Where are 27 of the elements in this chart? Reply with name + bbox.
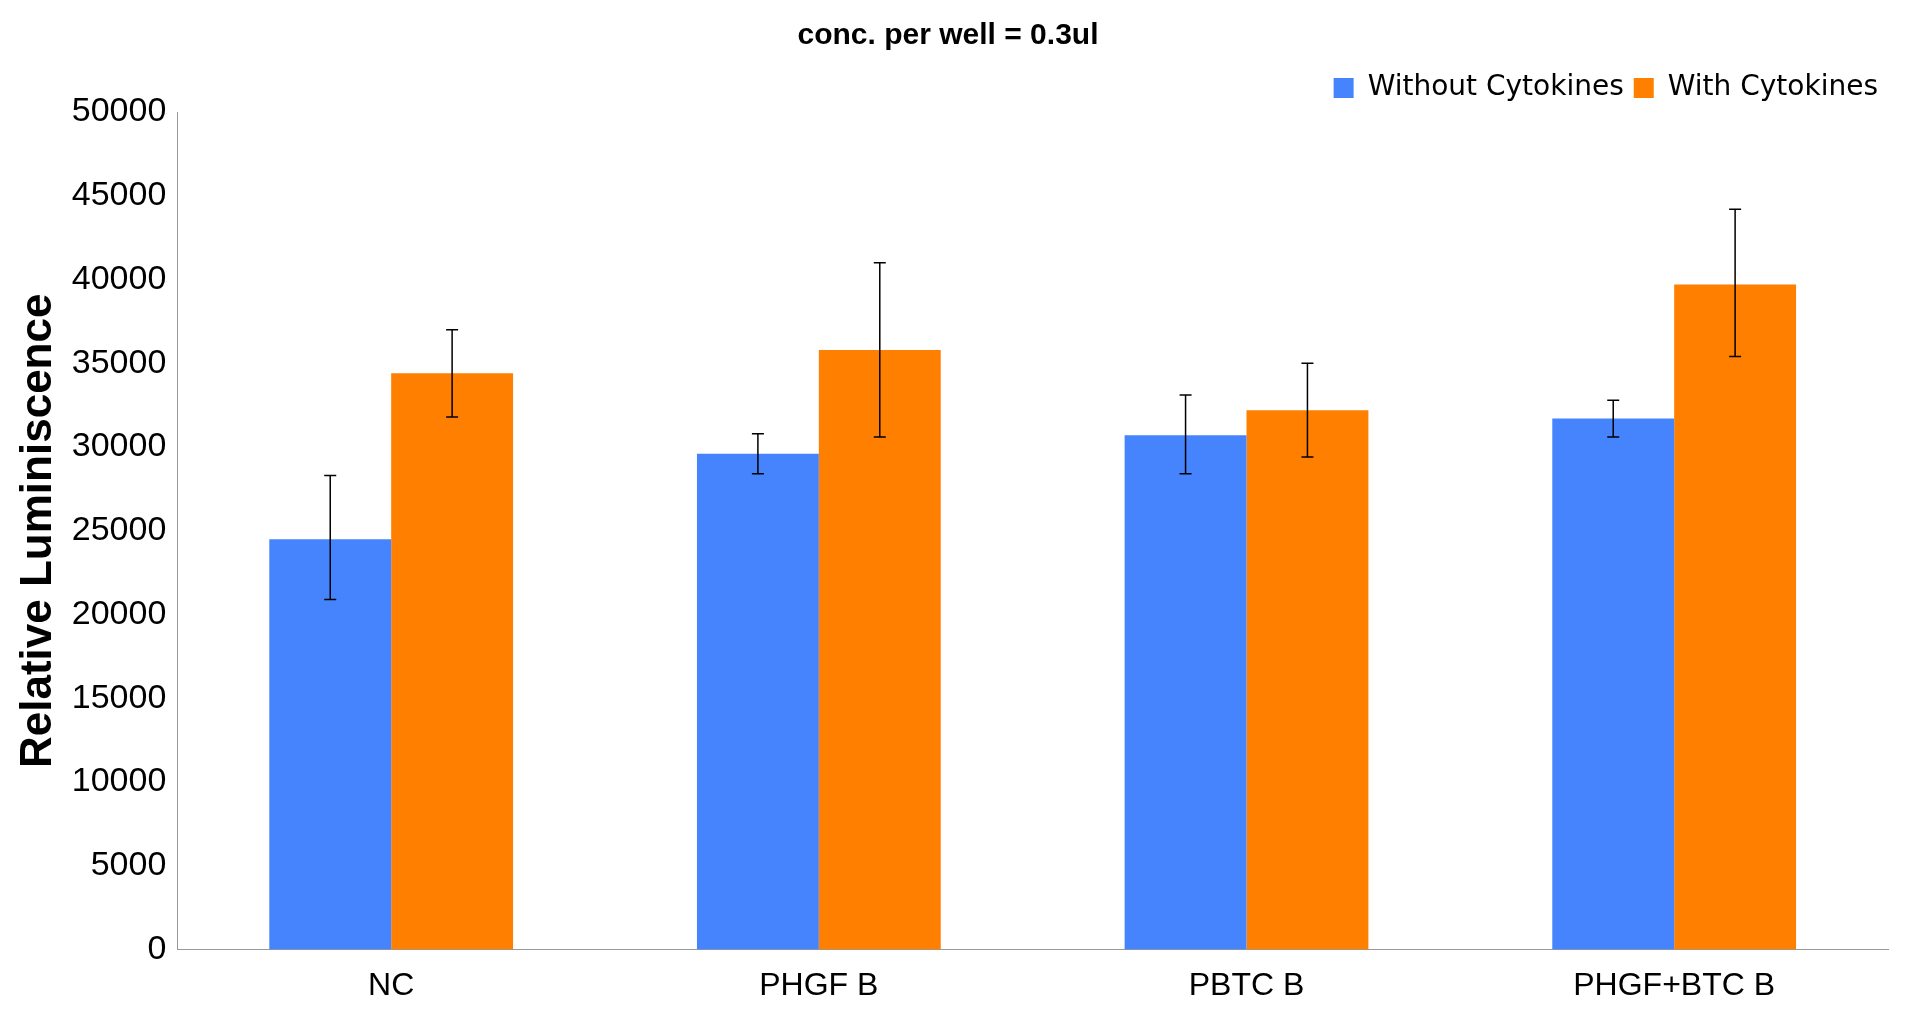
y-tick-label: 35000 (71, 341, 167, 380)
bar (1674, 284, 1797, 950)
legend-label: With Cytokines (1667, 69, 1879, 103)
y-tick-label: 25000 (71, 509, 167, 548)
bar (1124, 435, 1247, 950)
bar (696, 453, 819, 950)
y-tick-label: 45000 (71, 174, 167, 213)
y-axis-title: Relative Luminiscence (10, 293, 60, 769)
x-tick-label: PHGF B (759, 965, 879, 1002)
legend-label: Without Cytokines (1367, 69, 1624, 103)
y-tick-label: 0 (147, 927, 167, 966)
y-tick-label: 40000 (71, 257, 167, 296)
chart-title: conc. per well = 0.3ul (797, 17, 1099, 51)
bar (818, 349, 941, 950)
y-tick-label: 15000 (71, 676, 167, 715)
x-tick-label: NC (368, 965, 415, 1002)
x-tick-label: PBTC B (1188, 965, 1305, 1002)
y-tick-label: 50000 (71, 90, 167, 129)
y-tick-label: 5000 (90, 844, 167, 883)
bar (1552, 418, 1675, 950)
x-tick-label: PHGF+BTC B (1573, 965, 1776, 1002)
bar (269, 539, 392, 950)
y-tick-label: 20000 (71, 592, 167, 631)
bar (1246, 410, 1369, 950)
y-tick-label: 10000 (71, 760, 167, 799)
bar (391, 373, 514, 950)
y-tick-label: 30000 (71, 425, 167, 464)
